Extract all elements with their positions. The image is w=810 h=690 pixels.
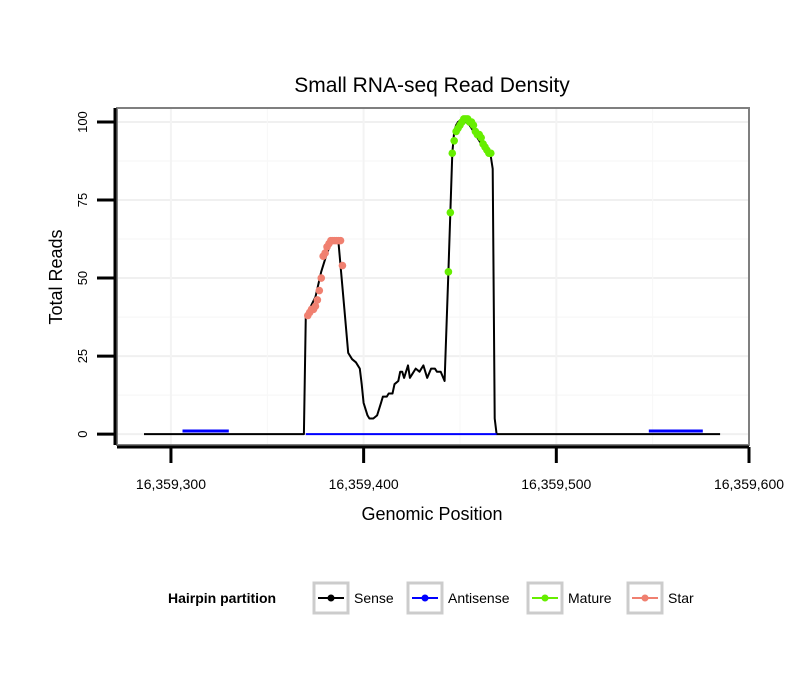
legend-dot-star [641,594,649,602]
data-point-star [317,274,326,282]
x-tick-label: 16,359,600 [714,476,784,492]
data-point-mature [446,208,455,217]
data-point-star [313,296,322,304]
x-tick-label: 16,359,400 [329,476,399,492]
data-point-mature [448,149,457,158]
plot-panel [116,107,750,446]
legend-label-sense: Sense [354,590,394,606]
legend-dot-antisense [421,594,429,602]
data-point-star [338,261,347,270]
data-point-mature [444,268,453,276]
legend-label-star: Star [668,590,694,606]
legend-label-antisense: Antisense [448,590,510,606]
y-tick-label: 75 [75,193,90,207]
x-axis-label: Genomic Position [361,504,502,524]
y-tick-label: 25 [75,349,90,363]
data-point-mature [450,136,458,145]
legend-dot-sense [327,594,335,602]
y-tick-label: 100 [75,111,90,133]
legend-label-mature: Mature [568,590,612,606]
x-tick-label: 16,359,500 [521,476,591,492]
x-tick-label: 16,359,300 [136,476,206,492]
legend-dot-mature [541,594,549,602]
data-point-mature [469,121,478,129]
chart-title: Small RNA-seq Read Density [294,74,570,97]
data-point-star [315,286,324,295]
legend-title: Hairpin partition [168,590,276,606]
y-tick-label: 0 [75,430,90,437]
data-point-mature [487,149,495,158]
axes: 16,359,300 16,359,400 16,359,500 16,359,600… [75,108,784,492]
y-tick-label: 50 [75,271,90,285]
legend: Hairpin partition Sense Antisense Mature St… [168,581,694,615]
y-axis-label: Total Reads [46,229,66,324]
data-point-star [336,236,345,245]
data-point-mature [477,133,485,142]
data-point-star [321,249,329,257]
series-points [303,115,495,320]
data-point-star [311,302,320,310]
